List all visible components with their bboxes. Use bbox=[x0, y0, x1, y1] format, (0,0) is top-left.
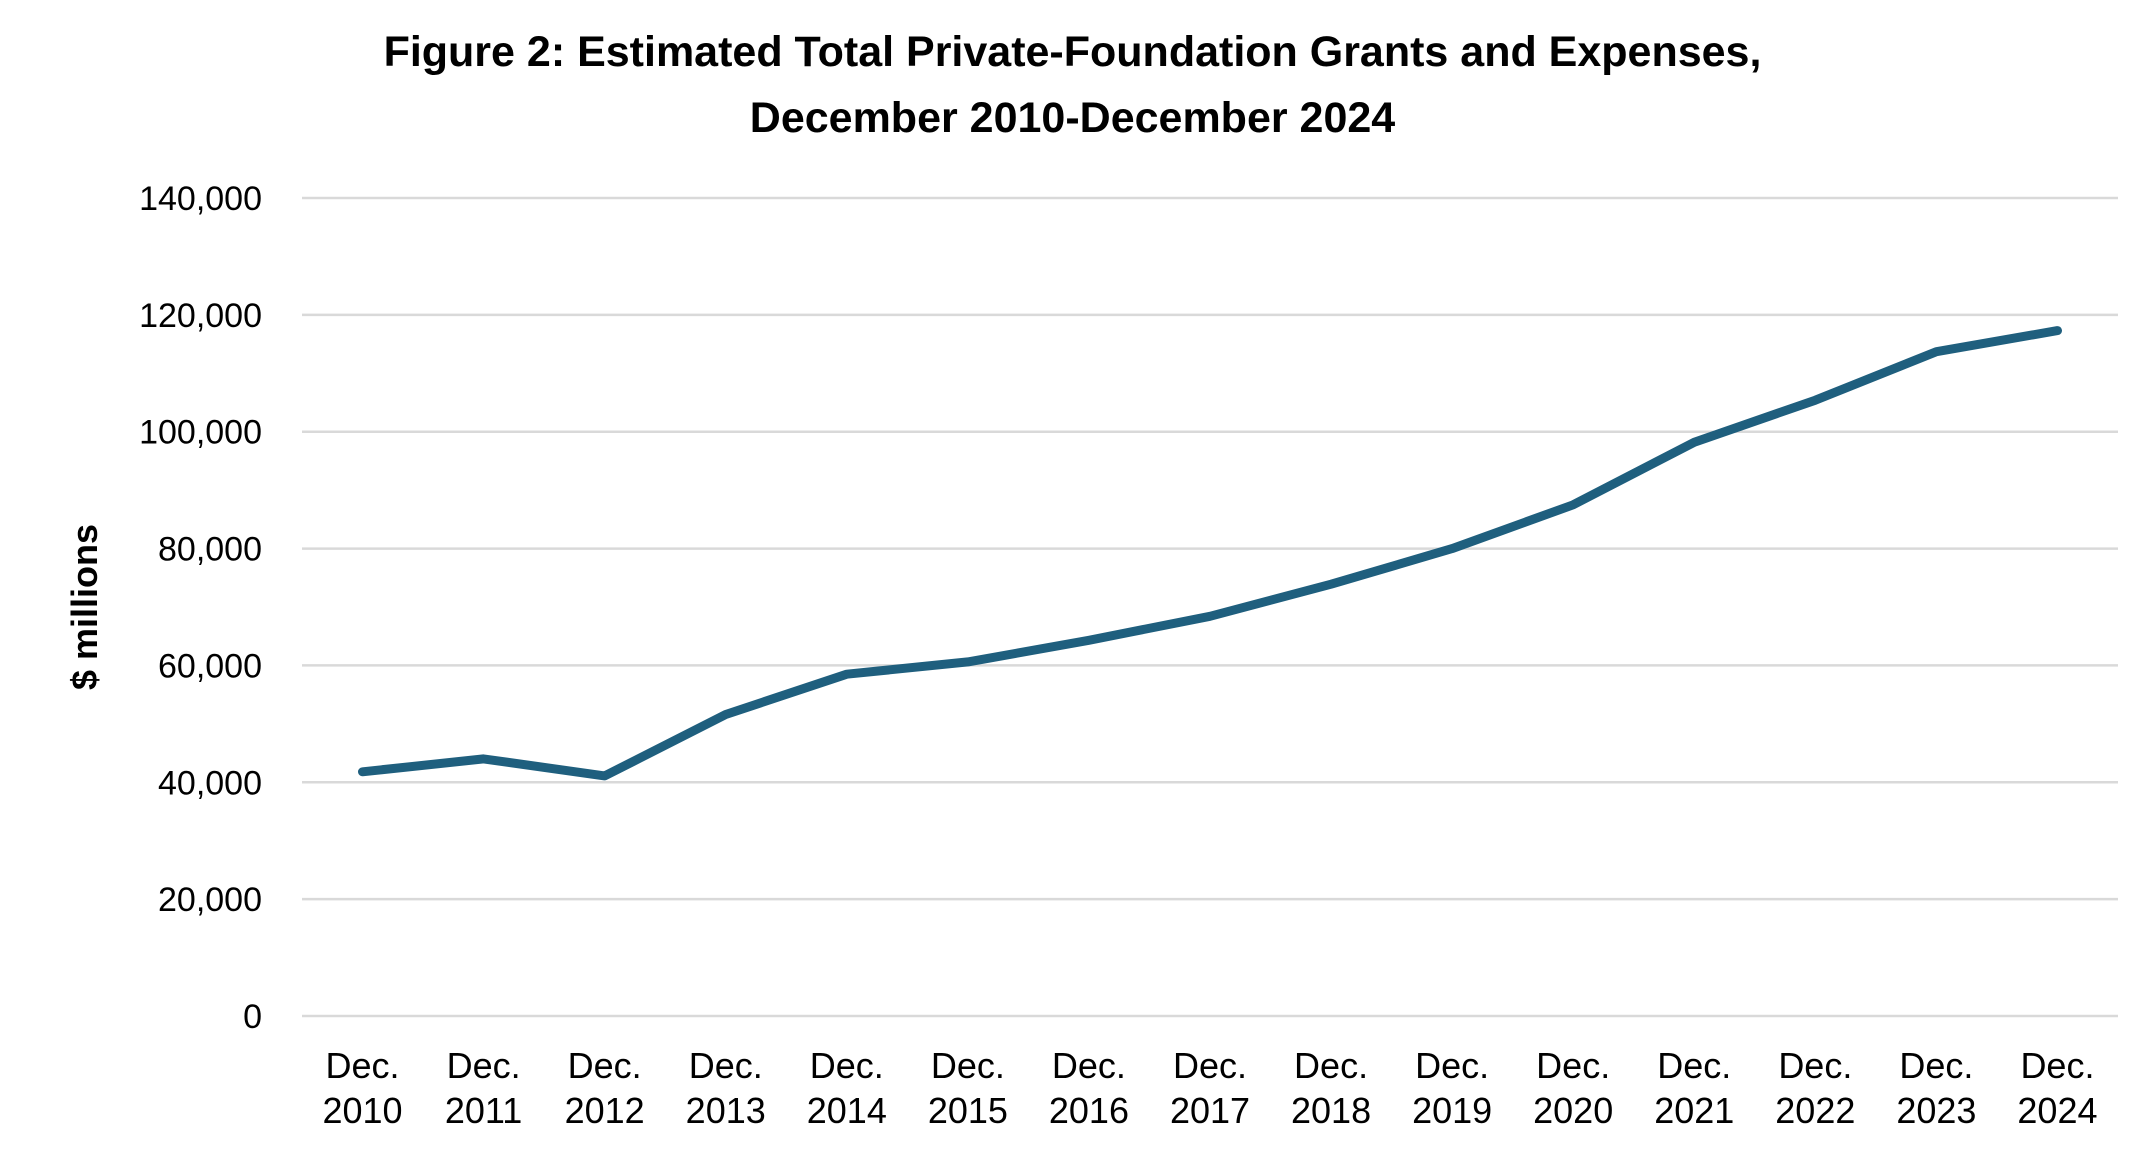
chart-title: Figure 2: Estimated Total Private-Founda… bbox=[383, 28, 1762, 76]
x-tick-label-line: Dec. bbox=[810, 1045, 884, 1086]
x-tick-label-line: Dec. bbox=[1536, 1045, 1610, 1086]
x-tick-label: Dec. 2015 bbox=[928, 1045, 1008, 1131]
x-tick-label: Dec. 2019 bbox=[1412, 1045, 1492, 1131]
x-tick-label-line: Dec. bbox=[931, 1045, 1005, 1086]
x-tick-label-line: 2021 bbox=[1654, 1090, 1734, 1131]
x-tick-label-line: 2018 bbox=[1291, 1090, 1371, 1131]
x-tick-label: Dec. 2010 bbox=[322, 1045, 402, 1131]
x-tick-label-line: 2019 bbox=[1412, 1090, 1492, 1131]
x-tick-label: Dec. 2016 bbox=[1049, 1045, 1129, 1131]
x-tick-label: Dec. 2014 bbox=[807, 1045, 887, 1131]
y-tick-label: 100,000 bbox=[139, 414, 262, 452]
x-tick-label-line: Dec. bbox=[1173, 1045, 1247, 1086]
y-tick-label: 120,000 bbox=[139, 297, 262, 335]
x-tick-label-line: Dec. bbox=[1899, 1045, 1973, 1086]
y-tick-label: 0 bbox=[243, 998, 262, 1036]
x-tick-label-line: Dec. bbox=[1415, 1045, 1489, 1086]
x-tick-label-line: 2024 bbox=[2017, 1090, 2097, 1131]
x-tick-label: Dec. 2024 bbox=[2017, 1045, 2097, 1131]
x-tick-label: Dec. 2012 bbox=[565, 1045, 645, 1131]
x-tick-label-line: 2011 bbox=[445, 1090, 522, 1131]
chart-subtitle: December 2010-December 2024 bbox=[749, 94, 1396, 142]
x-tick-label-line: Dec. bbox=[568, 1045, 642, 1086]
x-tick-label-line: 2022 bbox=[1775, 1090, 1855, 1131]
y-tick-label: 140,000 bbox=[139, 180, 262, 218]
x-tick-label-line: Dec. bbox=[1657, 1045, 1731, 1086]
x-tick-label-line: Dec. bbox=[1778, 1045, 1852, 1086]
x-tick-label-line: 2015 bbox=[928, 1090, 1008, 1131]
y-tick-label: 80,000 bbox=[158, 531, 262, 569]
x-tick-label-line: Dec. bbox=[689, 1045, 763, 1086]
x-tick-label: Dec. 2020 bbox=[1533, 1045, 1613, 1131]
x-tick-label-line: Dec. bbox=[326, 1045, 400, 1086]
x-tick-label-line: 2013 bbox=[686, 1090, 766, 1131]
x-tick-label-line: 2020 bbox=[1533, 1090, 1613, 1131]
x-tick-label: Dec. 2022 bbox=[1775, 1045, 1855, 1131]
y-axis-label: $ millions bbox=[64, 524, 105, 690]
x-tick-label: Dec. 2017 bbox=[1170, 1045, 1250, 1131]
series-line bbox=[358, 326, 2062, 781]
x-tick-label-line: 2016 bbox=[1049, 1090, 1129, 1131]
x-tick-label-line: 2012 bbox=[565, 1090, 645, 1131]
x-tick-label-line: 2010 bbox=[322, 1090, 402, 1131]
x-tick-label-line: Dec. bbox=[447, 1045, 521, 1086]
x-tick-label-line: Dec. bbox=[1294, 1045, 1368, 1086]
y-tick-label: 40,000 bbox=[158, 764, 262, 802]
x-tick-label: Dec. 2023 bbox=[1896, 1045, 1976, 1131]
x-tick-label: Dec. 2011 bbox=[445, 1045, 522, 1131]
x-tick-label: Dec. 2021 bbox=[1654, 1045, 1734, 1131]
x-tick-label-line: Dec. bbox=[2020, 1045, 2094, 1086]
x-tick-label: Dec. 2013 bbox=[686, 1045, 766, 1131]
y-tick-label: 60,000 bbox=[158, 647, 262, 685]
x-tick-label: Dec. 2018 bbox=[1291, 1045, 1371, 1131]
x-tick-label-line: 2017 bbox=[1170, 1090, 1250, 1131]
x-tick-label-line: 2014 bbox=[807, 1090, 887, 1131]
x-tick-label-line: 2023 bbox=[1896, 1090, 1976, 1131]
y-tick-label: 20,000 bbox=[158, 881, 262, 919]
x-tick-label-line: Dec. bbox=[1052, 1045, 1126, 1086]
